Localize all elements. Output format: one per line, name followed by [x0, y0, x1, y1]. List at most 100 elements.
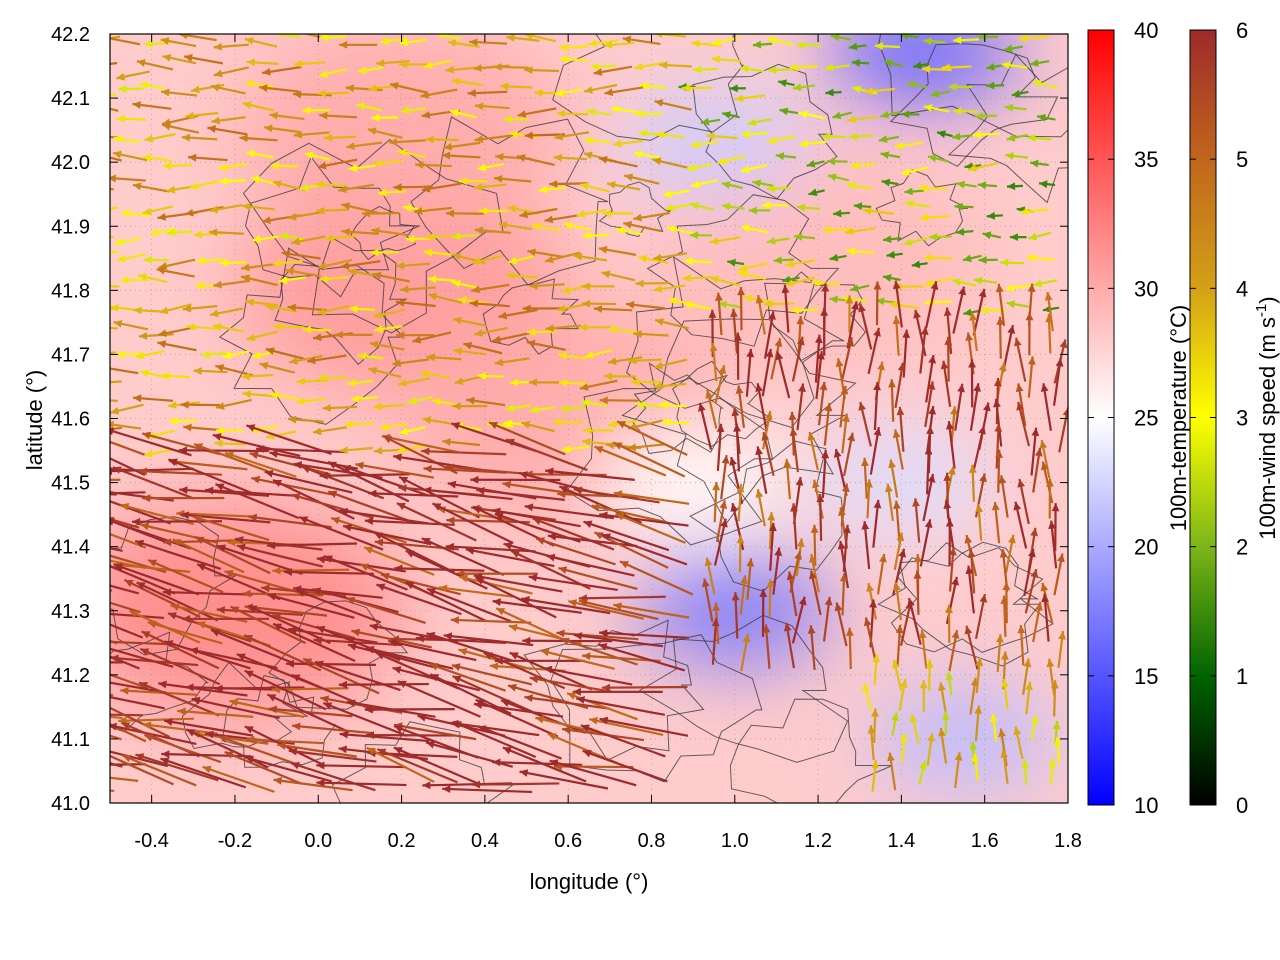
wind-vector-head: [838, 507, 846, 516]
wind-vector-head: [701, 578, 710, 588]
wind-vector-head: [826, 157, 836, 166]
wind-vector: [172, 538, 245, 574]
wind-vector: [458, 648, 532, 671]
wind-vector-head: [822, 225, 831, 234]
wind-vector-head: [845, 627, 854, 636]
wind-vector: [110, 589, 113, 592]
wind-vector-head: [534, 88, 543, 97]
wind-vector-head: [92, 94, 101, 102]
wind-vector-head: [847, 115, 856, 124]
wind-vector-head: [1001, 678, 1009, 688]
wind-vector-head: [307, 356, 316, 365]
wind-vector-head: [244, 603, 254, 612]
grid: [110, 34, 1068, 803]
wind-vector-head: [315, 180, 324, 189]
wind-vector-head: [528, 573, 538, 582]
temperature-colorbar-ticks: 10 15 20 25 30 35 40: [1088, 18, 1158, 818]
wind-vector-head: [598, 643, 608, 651]
wind-vector: [342, 524, 432, 546]
wind-vector-head: [293, 461, 303, 469]
wind-vector-head: [502, 746, 512, 755]
wind-vector-head: [982, 402, 991, 412]
wind-vector-head: [576, 210, 586, 218]
wind-vector-head: [591, 503, 601, 512]
wind-colorbar-ticks: 0 1 2 3 4 5 6: [1190, 18, 1248, 818]
wind-vector-head: [879, 553, 887, 563]
wind-vector: [393, 723, 477, 741]
wind-vector-head: [767, 512, 776, 521]
wind-vector: [256, 447, 347, 454]
wind-vector-head: [477, 163, 487, 172]
wind-vector-head: [553, 153, 562, 162]
wind-vector-head: [766, 579, 775, 588]
wind-vector-head: [903, 238, 913, 246]
wind-vector-head: [928, 406, 937, 415]
temperature-colorbar-tick-label: 25: [1134, 406, 1158, 431]
wind-vector-head: [135, 753, 145, 761]
wind-vector-head: [445, 463, 455, 472]
wind-vector-head: [970, 677, 979, 687]
wind-vector-head: [526, 339, 536, 348]
wind-vector: [234, 537, 323, 551]
wind-vector-head: [303, 658, 313, 666]
terrain-contour: [110, 631, 209, 733]
wind-vector-head: [578, 323, 587, 332]
wind-vector-head: [77, 64, 86, 72]
wind-vector-head: [519, 210, 529, 219]
wind-vector: [529, 676, 613, 693]
wind-vector-head: [1005, 152, 1014, 160]
wind-vector-head: [603, 372, 612, 381]
wind-vector-head: [494, 656, 503, 665]
wind-vector-head: [909, 713, 918, 723]
wind-vector-head: [761, 432, 770, 441]
y-tick-label: 41.8: [51, 280, 90, 302]
wind-vector-head: [138, 273, 147, 281]
y-tick-label: 42.0: [51, 152, 90, 174]
terrain-contour: [350, 205, 417, 261]
wind-vector-head: [338, 185, 347, 194]
wind-vector-head: [888, 379, 896, 388]
terrain-contour: [764, 271, 867, 362]
wind-vector-head: [964, 534, 973, 544]
wind-vector-head: [920, 326, 929, 336]
wind-vector: [266, 542, 358, 547]
wind-vector-head: [351, 628, 361, 637]
wind-vector-head: [133, 394, 142, 403]
wind-vector-head: [224, 751, 234, 759]
wind-vector: [147, 559, 224, 594]
wind-vector-head: [729, 84, 738, 93]
wind-vector-head: [535, 715, 545, 724]
wind-vector: [272, 479, 355, 520]
wind-vector: [345, 597, 426, 624]
wind-vector-head: [545, 255, 554, 264]
wind-vector-head: [736, 535, 745, 544]
wind-vector: [277, 743, 357, 758]
wind-vector-head: [94, 700, 103, 707]
wind-vector: [285, 662, 376, 666]
wind-vector-head: [450, 616, 459, 625]
wind-vector-head: [328, 461, 338, 469]
wind-vector-head: [113, 320, 123, 328]
wind-vector-head: [720, 518, 728, 528]
wind-vector-head: [283, 568, 293, 576]
wind-vector-head: [875, 297, 885, 306]
wind-vector-head: [899, 34, 909, 40]
wind-vector-head: [884, 483, 893, 493]
wind-vector: [576, 697, 666, 716]
wind-vector-head: [1021, 760, 1030, 769]
wind-vector-head: [837, 540, 846, 550]
wind-vector-head: [881, 178, 891, 187]
wind-vector-head: [1058, 631, 1066, 640]
wind-vector-head: [892, 429, 901, 439]
wind-vector-head: [215, 402, 225, 410]
wind-vector-head: [399, 60, 408, 69]
wind-vector-head: [930, 89, 940, 98]
wind-vector-head: [788, 411, 797, 420]
wind-vector: [405, 549, 488, 590]
wind-vector-head: [902, 329, 911, 338]
wind-vector-head: [236, 543, 246, 552]
wind-vector-head: [666, 225, 676, 233]
wind-vector-head: [653, 382, 662, 391]
wind-colorbar-tick-label: 5: [1236, 147, 1248, 172]
wind-vector-head: [532, 517, 542, 525]
